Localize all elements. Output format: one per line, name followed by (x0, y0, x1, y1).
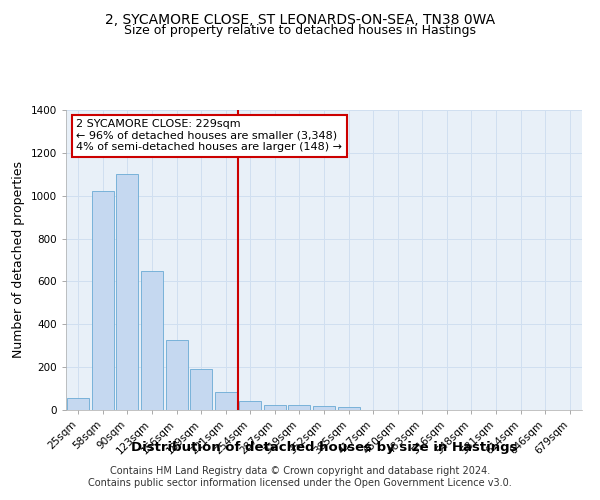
Bar (166, 340, 188, 410)
Bar (239, 402, 262, 410)
Bar (264, 404, 286, 410)
Text: Contains HM Land Registry data © Crown copyright and database right 2024.
Contai: Contains HM Land Registry data © Crown c… (88, 466, 512, 487)
Bar (116, 174, 139, 410)
Bar (313, 406, 335, 410)
Bar (92, 192, 114, 410)
Bar (141, 270, 163, 410)
Text: Distribution of detached houses by size in Hastings: Distribution of detached houses by size … (131, 441, 517, 454)
Text: 2 SYCAMORE CLOSE: 229sqm
← 96% of detached houses are smaller (3,348)
4% of semi: 2 SYCAMORE CLOSE: 229sqm ← 96% of detach… (76, 119, 343, 152)
Bar (215, 392, 237, 410)
Bar (67, 398, 89, 410)
Bar (338, 408, 359, 410)
Bar (190, 370, 212, 410)
Text: 2, SYCAMORE CLOSE, ST LEONARDS-ON-SEA, TN38 0WA: 2, SYCAMORE CLOSE, ST LEONARDS-ON-SEA, T… (105, 12, 495, 26)
Y-axis label: Number of detached properties: Number of detached properties (12, 162, 25, 358)
Text: Size of property relative to detached houses in Hastings: Size of property relative to detached ho… (124, 24, 476, 37)
Bar (289, 406, 310, 410)
